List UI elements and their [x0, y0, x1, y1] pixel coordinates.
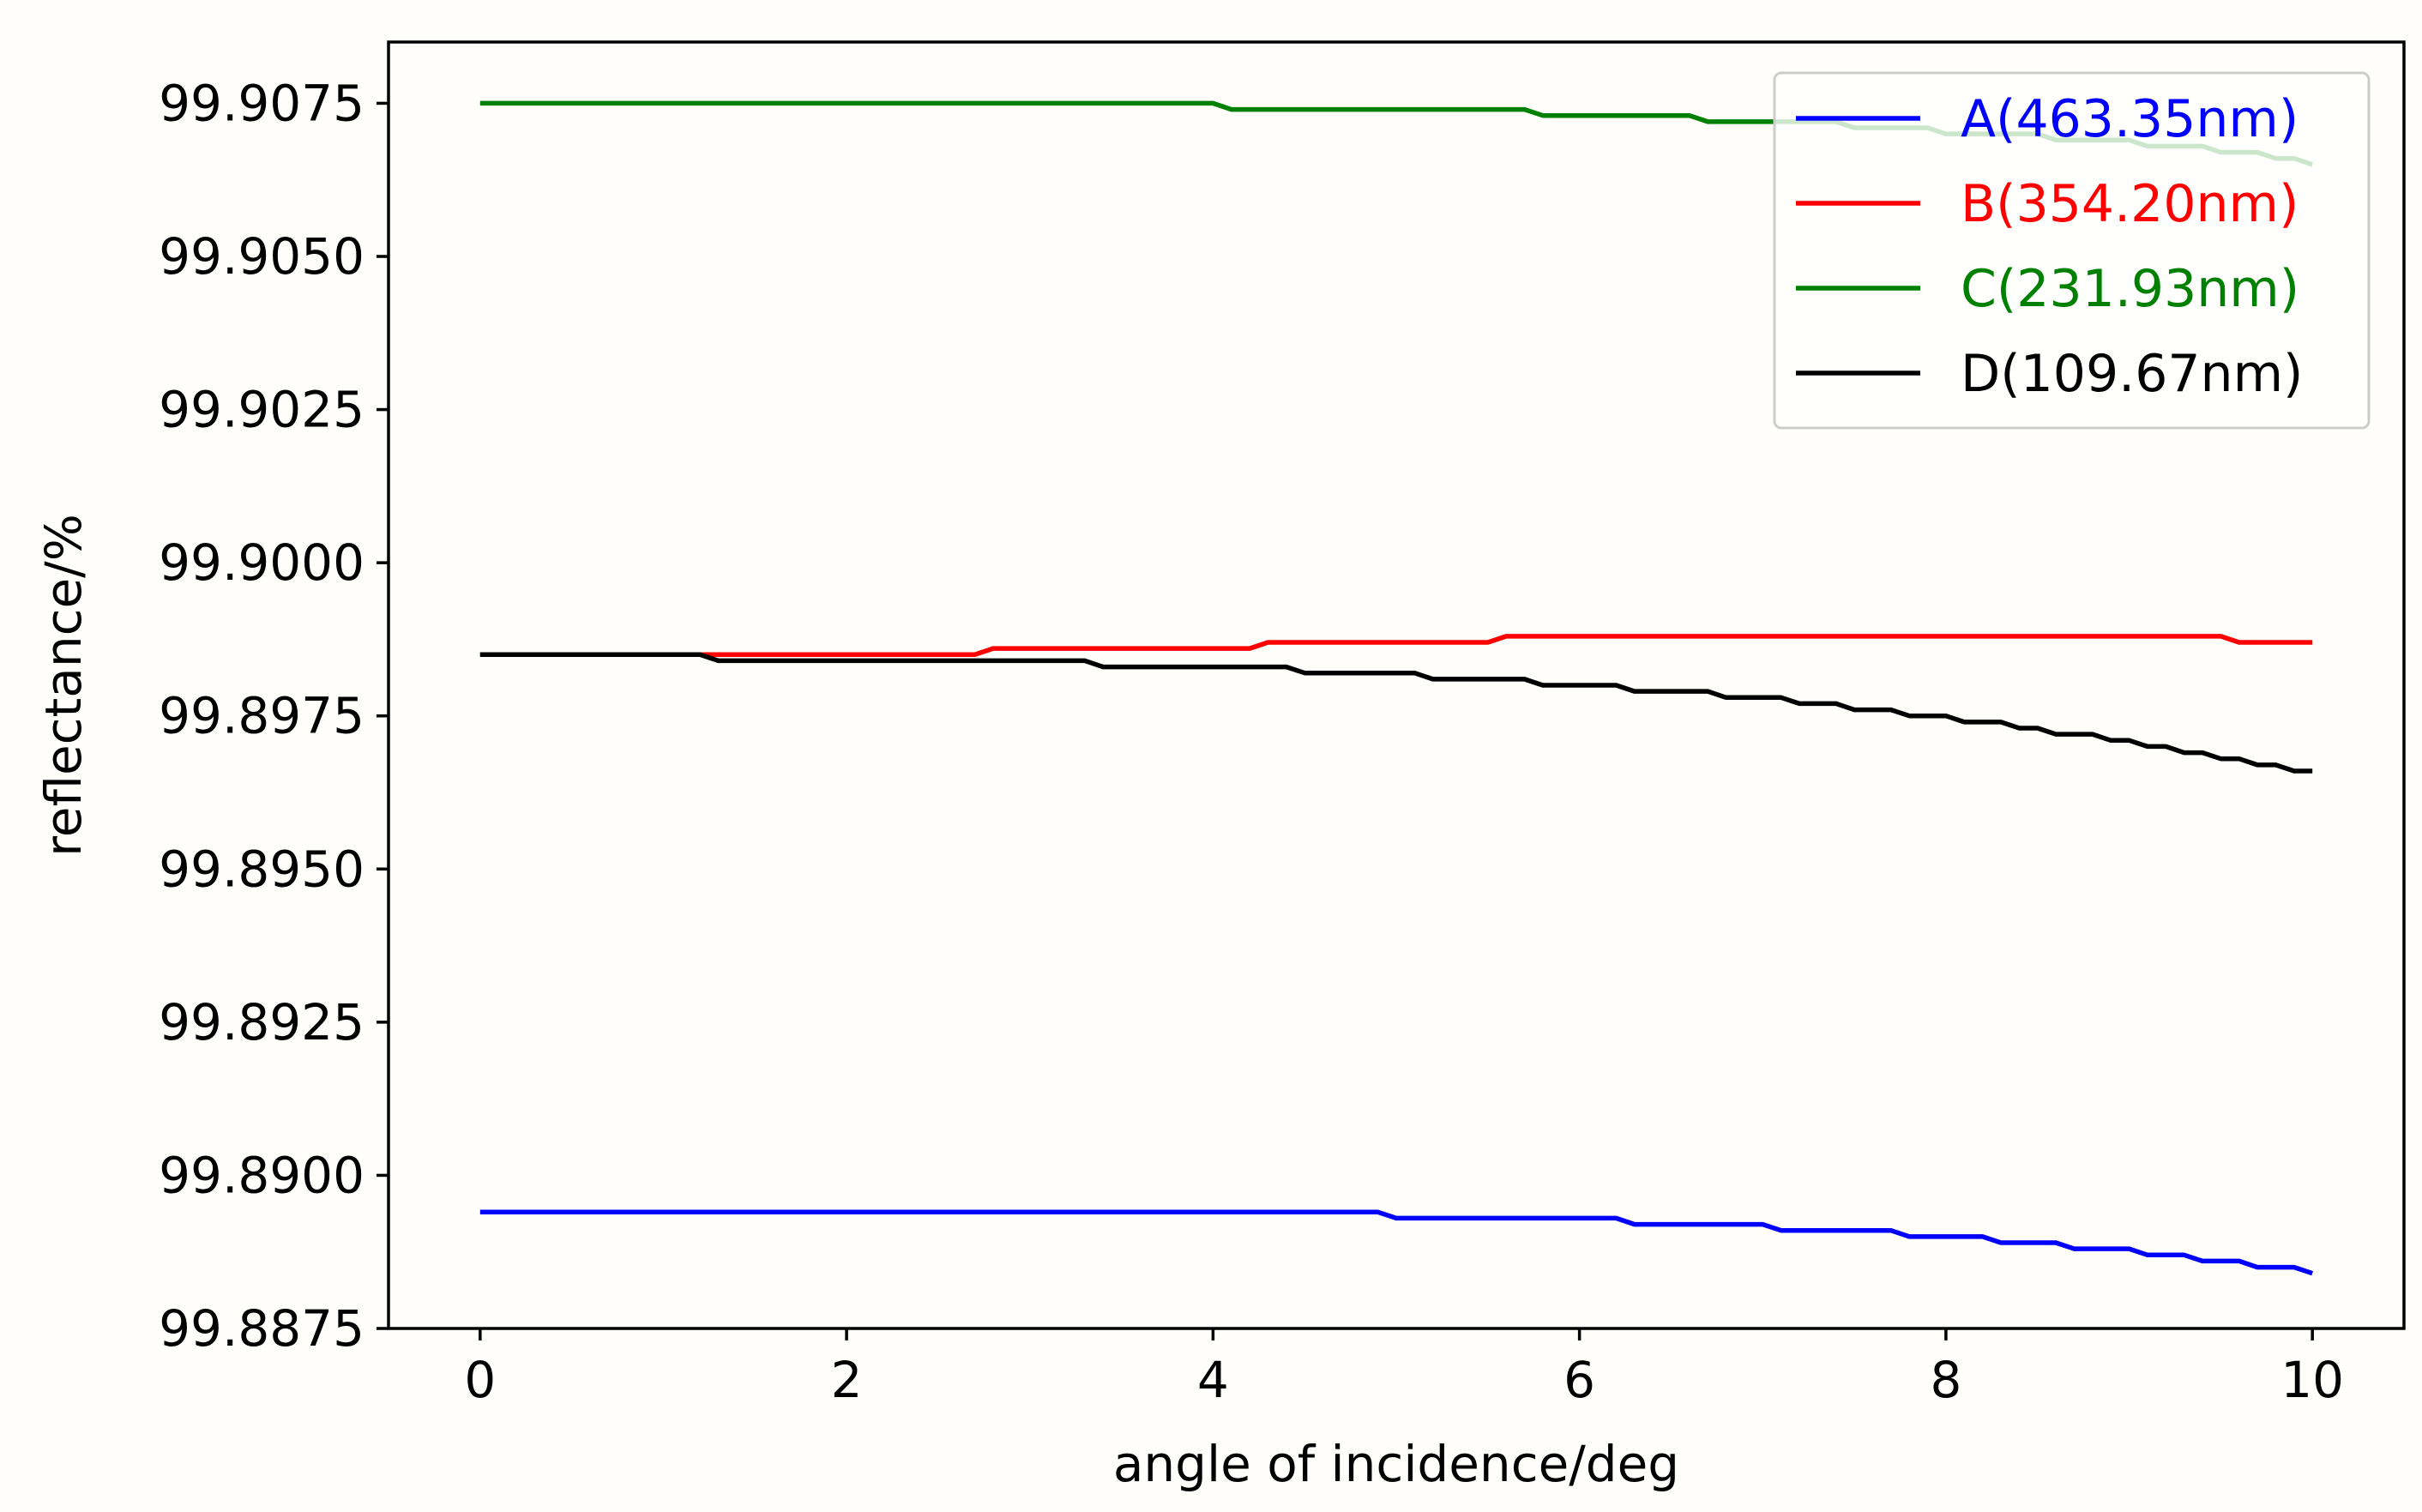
x-tick-label: 0 — [464, 1351, 496, 1409]
y-tick-label: 99.9000 — [159, 533, 365, 592]
series-line-b — [479, 634, 2313, 658]
legend: A(463.35nm) B(354.20nm) C(231.93nm) D(109.6… — [1773, 71, 2371, 430]
x-tick-label: 6 — [1563, 1351, 1595, 1409]
y-tick-label: 99.9025 — [159, 381, 365, 439]
legend-label: D(109.67nm) — [1961, 344, 2303, 404]
y-tick-label: 99.9050 — [159, 227, 365, 286]
x-tick-label: 2 — [831, 1351, 863, 1409]
x-tick-label: 4 — [1197, 1351, 1229, 1409]
y-tick-label: 99.8900 — [159, 1146, 365, 1204]
plot-frame — [387, 40, 2406, 1330]
x-axis-ticks: 0 2 4 6 8 10 — [464, 1328, 2344, 1409]
legend-box — [1773, 71, 2371, 430]
y-axis-label: reflectance/% — [34, 514, 93, 857]
series-line-a — [479, 1209, 2314, 1276]
legend-label: C(231.93nm) — [1961, 259, 2299, 319]
y-tick-label: 99.8875 — [159, 1299, 365, 1358]
y-axis-ticks: 99.8875 99.8900 99.8925 99.8950 99.8975 99.90… — [159, 74, 389, 1358]
y-tick-label: 99.9075 — [159, 74, 365, 132]
x-axis-label: angle of incidence/deg — [1113, 1435, 1679, 1493]
legend-label: B(354.20nm) — [1961, 174, 2298, 234]
y-tick-label: 99.8975 — [159, 687, 365, 745]
legend-label: A(463.35nm) — [1961, 89, 2298, 149]
y-tick-label: 99.8925 — [159, 993, 365, 1051]
x-tick-label: 10 — [2280, 1351, 2344, 1409]
y-tick-label: 99.8950 — [159, 840, 365, 898]
series-line-d — [479, 652, 2313, 774]
x-tick-label: 8 — [1930, 1351, 1961, 1409]
